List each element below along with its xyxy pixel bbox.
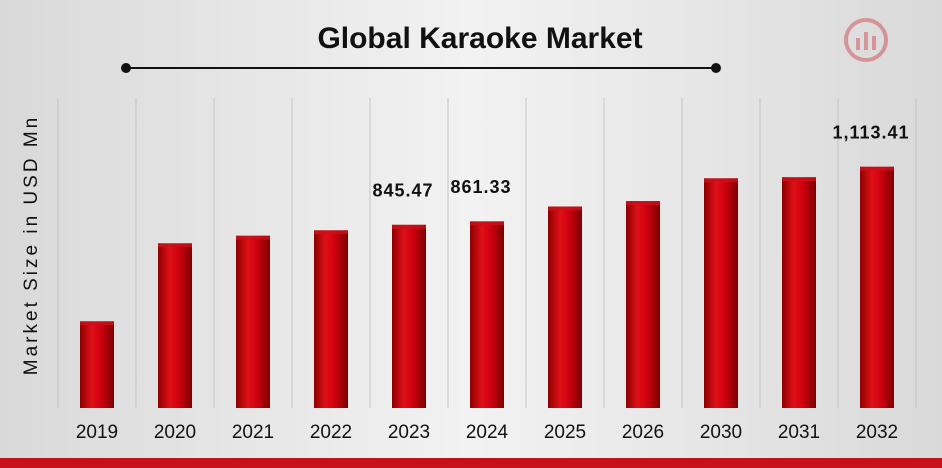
x-tick-label: 2031 [778, 422, 820, 443]
logo [844, 18, 888, 62]
x-tick-label: 2022 [310, 422, 352, 443]
bar-cap [704, 178, 738, 183]
y-axis-label: Market Size in USD Mn [21, 115, 42, 375]
plot-area: 2019 2020 2021 2022 2023 845.47 2024 861.33 2025… [57, 98, 917, 443]
bar [470, 221, 504, 408]
x-tick-label: 2026 [622, 422, 664, 443]
x-tick-label: 2032 [856, 422, 898, 443]
chart-title: Global Karaoke Market [317, 22, 642, 55]
value-label: 1,113.41 [832, 123, 909, 143]
value-label: 861.33 [450, 177, 511, 197]
bar [80, 321, 114, 408]
x-tick-label: 2023 [388, 422, 430, 443]
title-rule-dot [711, 63, 721, 73]
bar-cap [392, 224, 426, 229]
bar-cap [626, 201, 660, 206]
bar [704, 178, 738, 408]
bar [548, 206, 582, 408]
footer-strip [0, 458, 942, 468]
bar [782, 177, 816, 408]
x-tick-label: 2025 [544, 422, 586, 443]
x-tick-label: 2021 [232, 422, 274, 443]
x-tick-label: 2020 [154, 422, 196, 443]
bar [626, 201, 660, 408]
bar [314, 230, 348, 408]
value-label: 845.47 [372, 181, 433, 201]
title-rule-dot [121, 63, 131, 73]
bar-cap [80, 321, 114, 326]
bar [392, 224, 426, 408]
bar [860, 166, 894, 408]
bar-cap [470, 221, 504, 226]
bar-cap [782, 177, 816, 182]
bar-cap [314, 230, 348, 235]
x-tick-label: 2024 [466, 422, 509, 443]
x-tick-label: 2019 [76, 422, 118, 443]
bar-cap [158, 243, 192, 248]
bar-cap [236, 235, 270, 240]
x-tick-label: 2030 [700, 422, 742, 443]
bar [158, 243, 192, 408]
bar-cap [860, 166, 894, 171]
bar [236, 235, 270, 408]
bar-cap [548, 206, 582, 211]
